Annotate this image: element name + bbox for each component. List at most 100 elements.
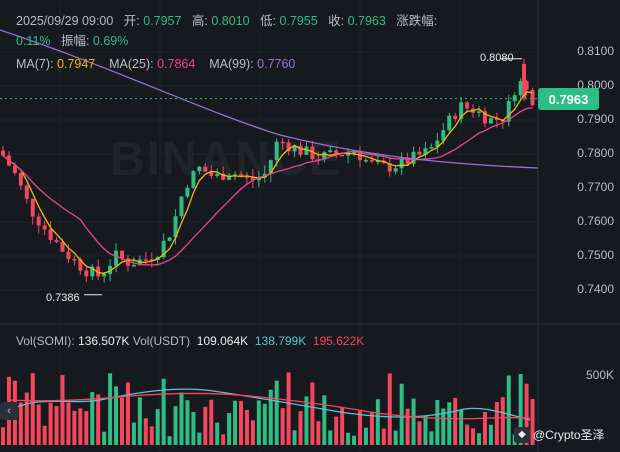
volume-bar: [125, 382, 130, 445]
vol-ma1-value: 138.799K: [254, 334, 307, 348]
candle: [233, 174, 238, 176]
vol-somi-value: 136.507K: [78, 334, 130, 348]
candle: [24, 185, 29, 199]
credit-text: @Crypto圣泽: [533, 428, 605, 442]
ohlc-header: 2025/09/29 09:00 开: 0.7957 高: 0.8010 低: …: [16, 10, 437, 29]
candle: [423, 148, 428, 155]
candle: [286, 142, 291, 152]
volume-bar: [120, 397, 124, 445]
volume-bar: [358, 410, 362, 445]
low-annotation: 0.7386: [46, 292, 80, 304]
volume-bar: [441, 408, 446, 445]
candle: [369, 160, 374, 162]
volume-bar: [108, 373, 113, 445]
candle: [250, 177, 255, 181]
volume-bar: [155, 409, 160, 445]
candle: [131, 265, 136, 267]
candle: [18, 173, 23, 186]
candle: [96, 266, 101, 277]
candle: [78, 259, 83, 271]
candle: [197, 166, 202, 172]
volume-bar: [66, 402, 71, 445]
axis-label-4: 0.7700: [577, 180, 614, 194]
candle: [239, 174, 243, 177]
candle: [90, 266, 95, 277]
candle: [143, 259, 148, 261]
candle: [227, 175, 232, 180]
candle: [322, 152, 327, 160]
volume-bar: [78, 408, 83, 445]
volume-bar: [60, 374, 65, 445]
volume-bar: [316, 421, 321, 445]
candle: [482, 111, 487, 124]
candle: [42, 225, 47, 230]
volume-bar: [399, 383, 404, 445]
low-value: 0.7955: [279, 14, 318, 28]
volume-bar: [387, 373, 392, 445]
close-value: 0.7963: [347, 14, 386, 28]
volume-bar: [506, 375, 511, 445]
volume-bar: [524, 383, 529, 445]
volume-bar: [334, 416, 339, 445]
candle: [512, 95, 517, 102]
volume-bar: [488, 424, 493, 445]
volume-bar: [262, 403, 267, 445]
candle: [524, 81, 529, 90]
candle: [149, 259, 154, 261]
candle: [358, 152, 362, 161]
volume-bar: [477, 433, 481, 445]
vol-ma2-value: 195.622K: [312, 334, 365, 348]
candle: [120, 250, 124, 259]
volume-bar: [18, 402, 23, 445]
volume-bar: [417, 421, 422, 445]
volume-bar: [381, 428, 386, 445]
change-value: 0.11%: [16, 34, 51, 48]
volume-bar: [447, 402, 452, 445]
volume-bar: [36, 404, 41, 445]
candle: [114, 250, 119, 266]
volume-bar: [393, 430, 398, 445]
candle: [256, 177, 261, 181]
axis-label-2: 0.7900: [577, 112, 614, 126]
axis-label-7: 0.7400: [577, 282, 614, 296]
volume-bar: [310, 382, 315, 445]
volume-bar: [500, 397, 505, 445]
candle: [447, 115, 452, 131]
ma99-line: [0, 29, 539, 169]
volume-bar: [280, 408, 285, 445]
candle: [387, 163, 392, 172]
candle: [102, 273, 107, 277]
high-label: 高:: [191, 14, 208, 28]
candle: [221, 173, 226, 180]
volume-bar: [363, 427, 368, 445]
candle: [494, 118, 499, 120]
volume-bar: [173, 406, 178, 445]
volume-bar: [435, 400, 440, 445]
volume-bar: [42, 425, 47, 445]
volume-bar: [239, 401, 243, 445]
candle: [411, 151, 416, 164]
candle: [292, 145, 297, 152]
collapse-icon[interactable]: ‹: [0, 402, 18, 420]
volume-bar: [459, 409, 464, 445]
volume-bar: [471, 428, 476, 445]
volume-bar: [250, 420, 255, 445]
high-value: 0.8010: [211, 14, 250, 28]
candle: [209, 171, 214, 176]
candle: [429, 146, 434, 149]
candle: [280, 141, 285, 144]
candle: [375, 160, 380, 163]
candle: [346, 152, 351, 156]
volume-axis-label: 500K: [585, 368, 614, 382]
volume-bar: [84, 411, 89, 445]
ma25-label: MA(25):: [109, 57, 154, 71]
volume-legend: Vol(SOMI): 136.507K Vol(USDT) 109.064K 1…: [16, 334, 364, 348]
candle: [84, 270, 89, 277]
candle: [441, 130, 446, 141]
close-label: 收:: [328, 14, 345, 28]
candle: [72, 259, 77, 261]
volume-bar: [161, 378, 166, 445]
volume-bar: [72, 410, 77, 445]
volume-bar: [203, 406, 208, 445]
